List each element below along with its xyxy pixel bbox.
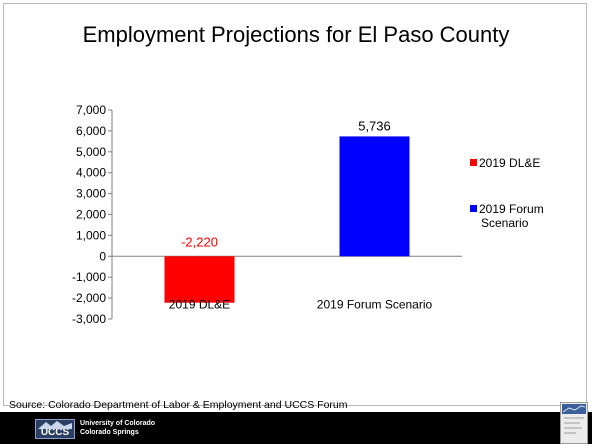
y-tick-label: -3,000 xyxy=(72,312,106,326)
bar xyxy=(164,256,235,303)
slide-thumbnail xyxy=(560,402,588,444)
logo-text: UCCS xyxy=(40,427,70,438)
slide-title: Employment Projections for El Paso Count… xyxy=(82,22,510,47)
university-line-1: University of Colorado xyxy=(80,420,156,427)
uccs-logo: UCCS xyxy=(35,419,75,439)
y-tick-label: 3,000 xyxy=(76,187,106,201)
bar xyxy=(339,136,410,257)
y-tick-label: 6,000 xyxy=(76,124,106,138)
bars xyxy=(164,136,410,303)
legend-swatch xyxy=(470,205,477,212)
slide-border xyxy=(3,3,587,406)
y-tick-label: 4,000 xyxy=(76,166,106,180)
university-name: University of Colorado Colorado Springs xyxy=(80,419,155,437)
data-labels: -2,220 5,736 2019 DL&E 2019 Forum Scenario xyxy=(169,118,433,311)
legend-label: Scenario xyxy=(481,216,529,230)
y-tick-label: 5,000 xyxy=(76,145,106,159)
y-tick-label: -1,000 xyxy=(72,270,106,284)
y-tick-label: 0 xyxy=(99,249,106,263)
category-label: 2019 DL&E xyxy=(169,297,230,311)
legend-label: 2019 DL&E xyxy=(479,156,540,170)
y-tick-label: 2,000 xyxy=(76,208,106,222)
y-tick-label: 7,000 xyxy=(76,103,106,117)
footer-bar xyxy=(0,412,592,444)
university-line-2: Colorado Springs xyxy=(80,429,139,436)
mountain-icon xyxy=(38,421,72,429)
thumbnail-chart-icon xyxy=(562,404,586,434)
legend-swatch xyxy=(470,159,477,166)
legend-label: 2019 Forum xyxy=(479,202,544,216)
category-label: 2019 Forum Scenario xyxy=(317,297,433,311)
source-note: Source: Colorado Department of Labor & E… xyxy=(9,399,348,411)
y-tick-label: -2,000 xyxy=(72,291,106,305)
data-label: 5,736 xyxy=(358,118,391,133)
data-label: -2,220 xyxy=(181,234,218,249)
y-tick-label: 1,000 xyxy=(76,228,106,242)
